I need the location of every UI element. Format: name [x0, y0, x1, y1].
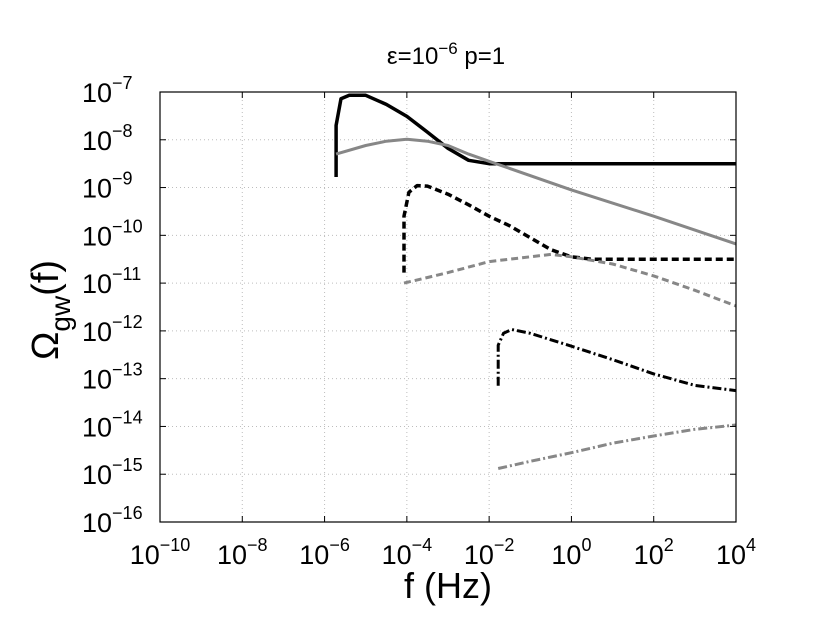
y-tick-label: 10−14 [82, 407, 143, 442]
x-tick-label: 100 [551, 535, 591, 570]
x-tick-label: 10−8 [217, 535, 268, 570]
y-tick-label: 10−10 [82, 216, 143, 251]
title-base: ε=10 [387, 43, 438, 70]
y-tick-label: 10−7 [82, 73, 133, 108]
y-label-omega: Ω [25, 332, 67, 360]
series-lines [334, 93, 737, 470]
y-tick-label: 10−16 [82, 503, 143, 538]
x-axis-label: f (Hz) [404, 565, 492, 606]
x-tick-label: 10−2 [464, 535, 515, 570]
x-tick-label: 102 [634, 535, 674, 570]
x-tick-label: 10−10 [130, 535, 191, 570]
grid [160, 92, 736, 522]
chart-title: ε=10−6 p=1 [387, 39, 505, 70]
ticks [159, 91, 737, 523]
plot-frame [159, 91, 737, 523]
series-line-5 [496, 328, 737, 393]
y-label-rest: (f) [25, 260, 67, 296]
title-exponent: −6 [438, 39, 457, 58]
y-tick-labels: 10−16 10−15 10−14 10−13 10−12 10−11 10−10 10−9 1… [82, 73, 143, 538]
series-line-6 [497, 423, 737, 470]
series-line-4 [403, 252, 737, 308]
x-tick-label: 10−6 [299, 535, 350, 570]
series-line-3 [402, 183, 736, 273]
y-tick-label: 10−8 [82, 121, 133, 156]
x-tick-labels: 10−10 10−8 10−6 10−4 10−2 100 102 104 [130, 535, 756, 570]
y-tick-label: 10−9 [82, 169, 133, 204]
y-tick-label: 10−13 [82, 360, 143, 395]
y-tick-label: 10−12 [82, 312, 143, 347]
y-label-subscript: gw [45, 295, 76, 332]
x-tick-label: 104 [716, 535, 756, 570]
y-tick-label: 10−11 [82, 264, 141, 299]
x-tick-label: 10−4 [382, 535, 433, 570]
title-rest: p=1 [458, 43, 505, 70]
series-line-1 [334, 93, 736, 177]
y-tick-label: 10−15 [82, 455, 143, 490]
series-line-2 [335, 137, 737, 246]
y-axis-label: Ωgw(f) [25, 260, 76, 360]
